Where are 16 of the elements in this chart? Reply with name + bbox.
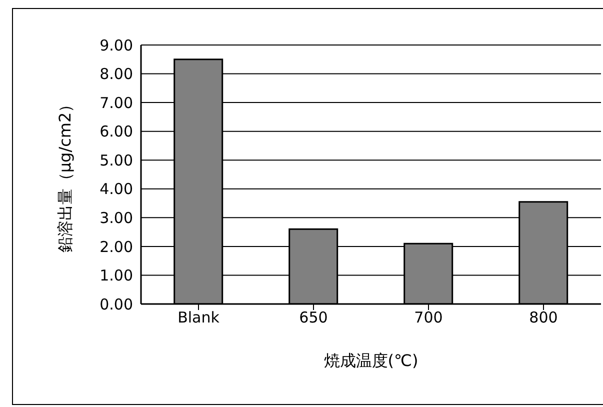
y-tick-label: 5.00 [100, 151, 133, 170]
y-tick-label: 4.00 [100, 180, 133, 198]
x-tick-label: 800 [529, 308, 558, 327]
y-tick-label: 0.00 [100, 295, 133, 314]
y-tick-label: 9.00 [100, 36, 133, 54]
x-tick-label: 700 [414, 308, 443, 327]
x-tick-label: 650 [299, 308, 328, 327]
y-tick-label: 1.00 [100, 266, 133, 285]
x-axis-title: 焼成温度(℃) [324, 351, 418, 370]
y-tick-label: 3.00 [100, 208, 133, 227]
y-tick-label: 2.00 [100, 238, 133, 256]
x-tick-label: Blank [178, 308, 220, 327]
y-tick-label: 6.00 [100, 122, 133, 141]
y-tick-label: 7.00 [100, 94, 133, 112]
y-axis-title: 鉛溶出量（μg/cm2） [56, 96, 75, 253]
y-tick-label: 8.00 [100, 65, 133, 84]
